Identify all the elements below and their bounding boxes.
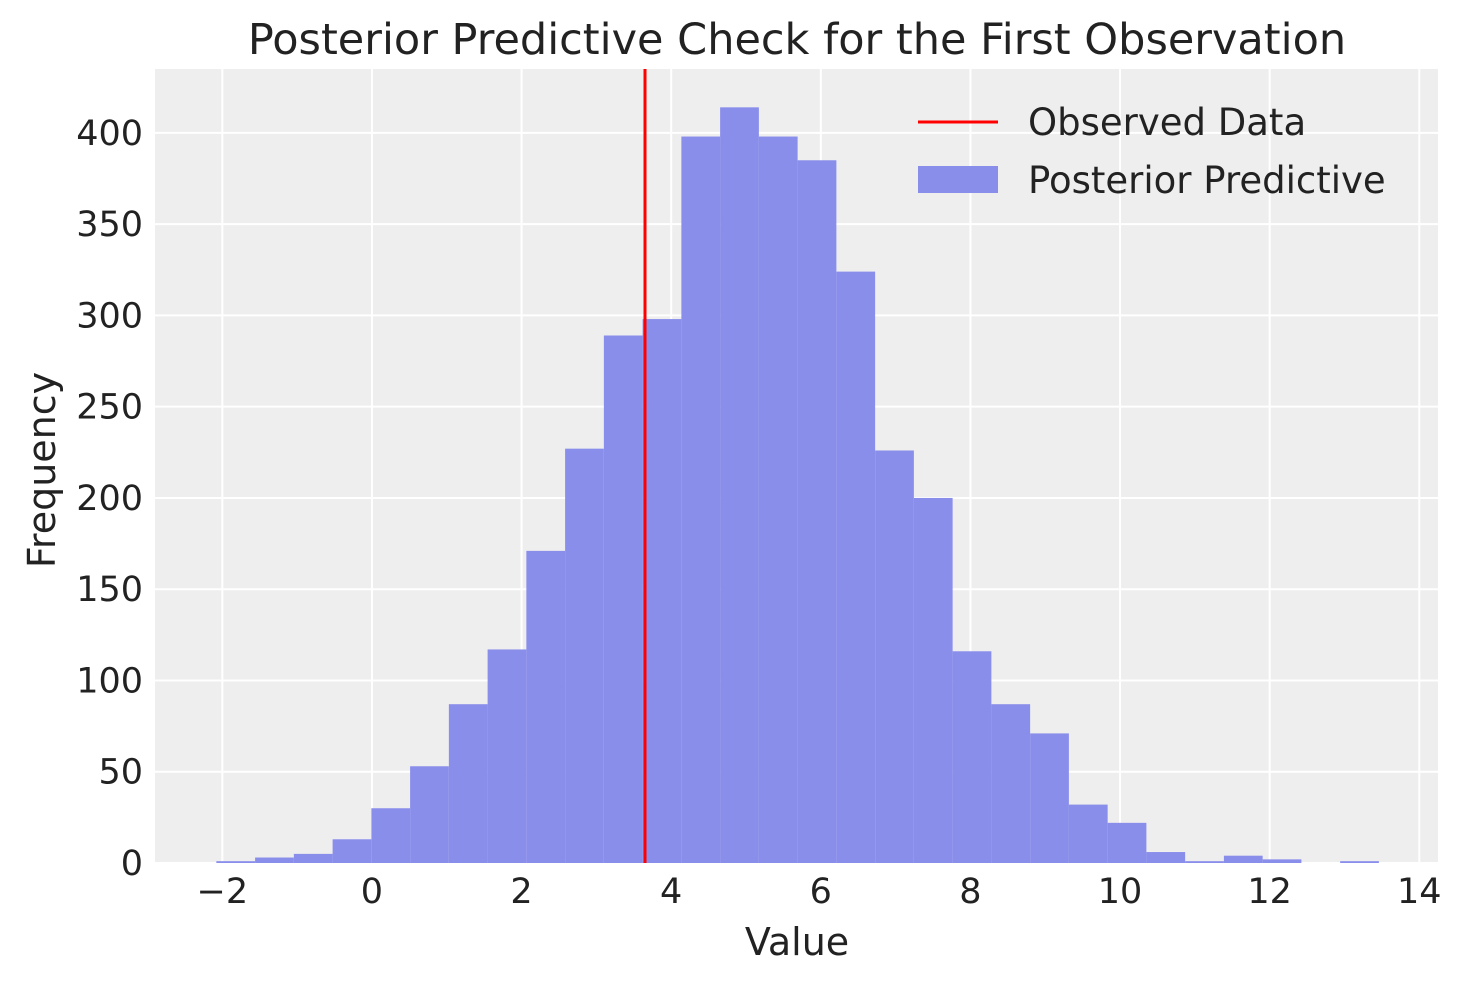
histogram-bar xyxy=(255,857,294,863)
histogram-bar xyxy=(797,160,837,863)
histogram-bar xyxy=(410,766,449,863)
histogram-bar xyxy=(1223,855,1263,863)
histogram-bar xyxy=(913,497,953,863)
y-axis-label: Frequency xyxy=(20,372,64,568)
histogram-bar xyxy=(1068,804,1108,863)
x-tick-label: 4 xyxy=(660,872,682,912)
x-tick-label: 14 xyxy=(1397,872,1442,912)
histogram-bar xyxy=(991,704,1031,863)
legend-posterior-swatch xyxy=(918,166,998,193)
histogram-bar xyxy=(875,450,914,863)
histogram-bar xyxy=(1262,859,1302,863)
histogram-bar xyxy=(1185,861,1224,863)
y-tick-label: 300 xyxy=(76,296,143,336)
y-tick-label: 400 xyxy=(76,114,143,154)
x-tick-label: −2 xyxy=(197,872,249,912)
histogram-bar xyxy=(720,107,759,863)
x-tick-label: 6 xyxy=(810,872,832,912)
legend-posterior-label: Posterior Predictive xyxy=(1028,159,1386,202)
y-tick-label: 150 xyxy=(76,570,143,610)
x-tick-label: 0 xyxy=(361,872,383,912)
histogram-bar xyxy=(293,853,333,863)
x-tick-label: 2 xyxy=(510,872,532,912)
histogram-bar xyxy=(836,271,876,863)
histogram-bar xyxy=(603,335,643,863)
legend-observed-label: Observed Data xyxy=(1028,101,1306,144)
x-tick-label: 10 xyxy=(1098,872,1143,912)
x-tick-label: 12 xyxy=(1247,872,1292,912)
histogram-bar xyxy=(1340,861,1379,863)
y-tick-label: 100 xyxy=(76,661,143,701)
y-tick-labels: 0 50 100 150 200 250 300 350 400 xyxy=(76,114,143,884)
histogram-bar xyxy=(332,839,372,863)
histogram-bars xyxy=(216,107,1379,864)
chart-title: Posterior Predictive Check for the First… xyxy=(248,15,1346,65)
x-gridlines xyxy=(221,69,1421,863)
histogram-bar xyxy=(487,649,527,863)
histogram-bar xyxy=(952,651,992,863)
histogram-bar xyxy=(1030,733,1069,863)
y-tick-label: 250 xyxy=(76,388,143,428)
histogram-bar xyxy=(448,704,488,863)
histogram-bar xyxy=(565,448,604,863)
x-tick-labels: −2 0 2 4 6 8 10 12 14 xyxy=(197,872,1442,912)
histogram-bar xyxy=(1146,852,1186,863)
histogram-bar xyxy=(758,136,798,863)
y-tick-label: 350 xyxy=(76,205,143,245)
histogram-bar xyxy=(1107,822,1147,863)
histogram-bar xyxy=(642,319,682,864)
histogram-bar xyxy=(216,861,256,863)
x-axis-label: Value xyxy=(745,920,849,964)
y-tick-label: 50 xyxy=(98,753,143,793)
histogram-bar xyxy=(681,136,721,863)
x-tick-label: 8 xyxy=(959,872,981,912)
histogram-bar xyxy=(526,550,566,863)
histogram-bar xyxy=(371,808,411,863)
legend: Observed Data Posterior Predictive xyxy=(918,101,1386,202)
y-tick-label: 200 xyxy=(76,479,143,519)
y-tick-label: 0 xyxy=(121,844,143,884)
